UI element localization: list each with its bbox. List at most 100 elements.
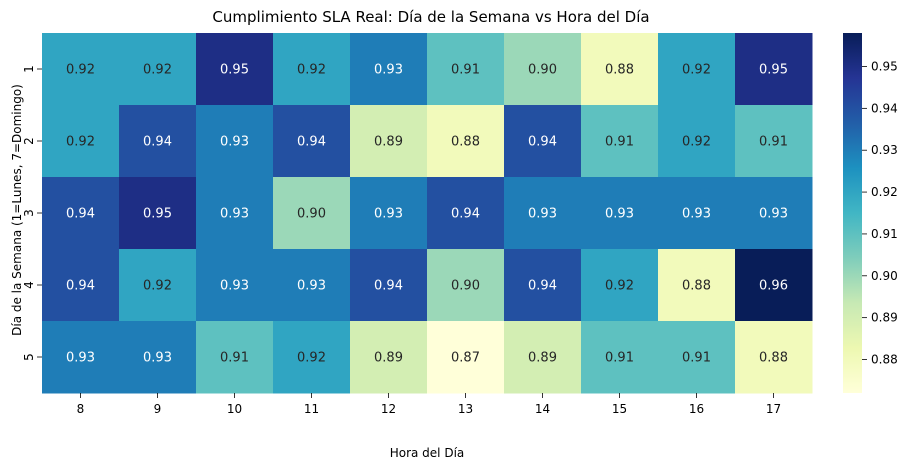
cell-value-label-r2-c2: 0.94 [143,135,172,150]
cell-value-label-r4-c5: 0.94 [374,279,403,294]
cell-value-label-r2-c8: 0.91 [605,135,634,150]
cell-value-label-r5-c7: 0.89 [528,351,557,366]
cell-value-label-r1-c4: 0.92 [297,63,326,78]
heatmap-cell-r4-c5 [350,249,428,322]
cell-value-label-r5-c8: 0.91 [605,351,634,366]
heatmap-cell-r3-c6 [427,177,505,250]
heatmap-cell-r3-c7 [504,177,582,250]
heatmap-cell-r5-c4 [273,321,351,394]
cell-value-label-r4-c2: 0.92 [143,279,172,294]
heatmap-cell-r1-c9 [658,33,736,106]
cell-value-label-r5-c4: 0.92 [297,351,326,366]
heatmap-cell-r1-c1 [42,33,120,106]
heatmap-cell-r5-c2 [119,321,197,394]
x-tick-label-11: 11 [304,402,319,416]
cell-value-label-r1-c3: 0.95 [220,63,249,78]
x-tick-label-15: 15 [612,402,627,416]
heatmap-cell-r3-c4 [273,177,351,250]
heatmap-cell-r4-c9 [658,249,736,322]
heatmap-cell-r5-c3 [196,321,274,394]
x-tick-label-16: 16 [689,402,704,416]
heatmap-cell-r2-c8 [581,105,659,178]
y-tick-label-2: 2 [22,137,36,145]
cell-value-label-r5-c5: 0.89 [374,351,403,366]
cell-value-label-r1-c10: 0.95 [759,63,788,78]
heatmap-cell-r3-c3 [196,177,274,250]
heatmap-cell-r1-c6 [427,33,505,106]
x-axis: 8 9 10 11 12 13 14 15 16 17 [77,393,781,416]
x-tick-label-17: 17 [766,402,781,416]
cell-value-label-r3-c10: 0.93 [759,207,788,222]
heatmap-cell-r1-c3 [196,33,274,106]
cell-value-label-r2-c6: 0.88 [451,135,480,150]
x-tick-label-14: 14 [535,402,550,416]
cell-value-label-r1-c6: 0.91 [451,63,480,78]
y-tick-label-4: 4 [22,281,36,289]
colorbar-tick-label-0.92: 0.92 [871,185,898,199]
cell-value-label-r1-c5: 0.93 [374,63,403,78]
y-axis-label: Día de la Semana (1=Lunes, 7=Domingo) [10,84,24,336]
cell-value-label-r1-c2: 0.92 [143,63,172,78]
y-axis: 1 2 3 4 5 [22,65,42,361]
heatmap-cell-r5-c1 [42,321,120,394]
chart-title: Cumplimiento SLA Real: Día de la Semana … [212,8,649,26]
cell-value-label-r2-c4: 0.94 [297,135,326,150]
colorbar-tick-label-0.91: 0.91 [871,227,898,241]
heatmap-cell-r4-c6 [427,249,505,322]
cell-value-label-r5-c9: 0.91 [682,351,711,366]
colorbar-tick-label-0.90: 0.90 [871,269,898,283]
colorbar-tick-label-0.95: 0.95 [871,59,898,73]
cell-value-label-r4-c7: 0.94 [528,279,557,294]
heatmap-cell-r3-c8 [581,177,659,250]
x-tick-label-8: 8 [77,402,85,416]
heatmap-cell-r2-c1 [42,105,120,178]
heatmap-cell-r5-c9 [658,321,736,394]
cell-value-label-r3-c7: 0.93 [528,207,557,222]
heatmap-cell-r1-c10 [735,33,813,106]
x-tick-label-10: 10 [227,402,242,416]
heatmap-cell-r2-c3 [196,105,274,178]
cell-value-label-r3-c5: 0.93 [374,207,403,222]
heatmap-cell-r5-c10 [735,321,813,394]
heatmap-cell-r1-c5 [350,33,428,106]
heatmap-cell-r5-c6 [427,321,505,394]
cell-value-label-r3-c2: 0.95 [143,207,172,222]
heatmap-cell-r2-c10 [735,105,813,178]
y-tick-label-1: 1 [22,65,36,73]
cell-value-label-r3-c3: 0.93 [220,207,249,222]
heatmap-cell-r3-c1 [42,177,120,250]
cell-value-label-r4-c10: 0.96 [759,279,788,294]
cell-value-label-r3-c9: 0.93 [682,207,711,222]
heatmap-cell-r1-c2 [119,33,197,106]
cell-value-label-r5-c1: 0.93 [66,351,95,366]
heatmap-cell-r4-c8 [581,249,659,322]
y-tick-label-3: 3 [22,209,36,217]
heatmap-cell-r4-c3 [196,249,274,322]
cell-value-label-r1-c8: 0.88 [605,63,634,78]
cell-value-label-r3-c1: 0.94 [66,207,95,222]
cell-value-label-r2-c5: 0.89 [374,135,403,150]
cell-value-label-r5-c3: 0.91 [220,351,249,366]
cell-value-label-r5-c6: 0.87 [451,351,480,366]
heatmap-cells [42,33,813,394]
heatmap-cell-r3-c9 [658,177,736,250]
cell-value-label-r3-c4: 0.90 [297,207,326,222]
heatmap-cell-r4-c10 [735,249,813,322]
heatmap-cell-r1-c4 [273,33,351,106]
cell-value-label-r4-c4: 0.93 [297,279,326,294]
heatmap-cell-r3-c10 [735,177,813,250]
cell-value-label-r2-c3: 0.93 [220,135,249,150]
cell-value-label-r1-c9: 0.92 [682,63,711,78]
heatmap-cell-r2-c2 [119,105,197,178]
heatmap-cell-r5-c8 [581,321,659,394]
heatmap-cell-r3-c5 [350,177,428,250]
heatmap-cell-r1-c8 [581,33,659,106]
cell-value-label-r2-c7: 0.94 [528,135,557,150]
cell-value-label-r2-c10: 0.91 [759,135,788,150]
heatmap-cell-r2-c6 [427,105,505,178]
cell-value-label-r4-c3: 0.93 [220,279,249,294]
heatmap-cell-labels: 0.92 0.92 0.95 0.92 0.93 0.91 0.90 0.88 0.92 0.95… [66,63,788,366]
colorbar [843,33,862,393]
heatmap-cell-r1-c7 [504,33,582,106]
